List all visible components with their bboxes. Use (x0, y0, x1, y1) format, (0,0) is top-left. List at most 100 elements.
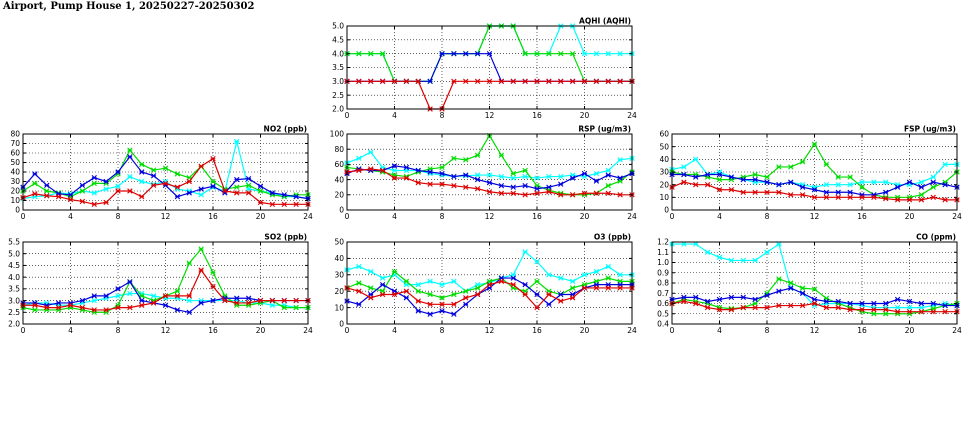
y-tick-label: 5.0 (332, 22, 344, 31)
data-point (150, 167, 157, 173)
data-point (198, 163, 204, 169)
x-tick-label: 16 (857, 326, 867, 335)
data-point (127, 279, 133, 285)
data-point (906, 179, 913, 185)
data-point (871, 194, 877, 201)
chart-rsp: 0 4 8 12 16 20 24 0 20 40 60 80 100 RSP (ug/m3) (330, 125, 637, 222)
data-point (605, 182, 611, 189)
data-point (91, 201, 97, 207)
data-point (79, 198, 86, 205)
data-point (391, 163, 398, 169)
data-point (740, 176, 746, 183)
data-point (415, 78, 421, 85)
x-tick-label: 8 (765, 212, 770, 221)
data-point (835, 174, 841, 180)
data-point (127, 290, 133, 297)
data-point (498, 190, 505, 196)
chart-title: O3 (ppb) (594, 233, 631, 242)
y-tick-label: 60 (659, 130, 669, 139)
data-point (681, 171, 687, 178)
data-point (391, 175, 398, 181)
data-point (510, 281, 516, 288)
x-tick-label: 16 (208, 326, 218, 335)
data-point (463, 78, 469, 85)
data-point (463, 157, 469, 163)
data-point (752, 257, 758, 264)
y-tick-label: 3.5 (8, 285, 20, 294)
data-point (569, 285, 576, 291)
data-point (427, 278, 433, 285)
data-point (245, 190, 252, 196)
data-point (150, 293, 157, 299)
data-point (356, 155, 362, 162)
data-point (605, 167, 611, 174)
data-point (379, 167, 386, 174)
data-point (593, 78, 600, 85)
data-point (883, 195, 889, 202)
data-point (210, 156, 216, 162)
data-point (534, 291, 540, 298)
data-point (617, 50, 623, 57)
data-point (728, 257, 735, 264)
data-point (569, 192, 576, 198)
data-point (356, 263, 362, 270)
data-point (198, 246, 204, 252)
x-tick-label: 24 (303, 212, 313, 221)
x-tick-label: 8 (440, 212, 445, 221)
data-point (930, 309, 936, 315)
data-point (281, 304, 287, 311)
data-point (498, 152, 505, 158)
data-point (918, 197, 925, 203)
data-point (752, 176, 758, 183)
x-tick-label: 0 (21, 326, 26, 335)
y-tick-label: 2.5 (8, 308, 20, 317)
data-point (788, 192, 794, 198)
data-point (222, 297, 228, 304)
chart-fsp: 0 4 8 12 16 20 24 0 10 20 30 40 50 60 FSP (ug/m3) (659, 125, 962, 222)
data-point (704, 298, 711, 305)
data-point (930, 184, 936, 190)
data-point (391, 291, 398, 298)
data-point (558, 291, 564, 298)
data-point (605, 50, 611, 57)
y-tick-label: 40 (10, 168, 20, 177)
data-point (210, 297, 216, 304)
data-point (210, 283, 216, 290)
data-point (871, 306, 877, 313)
data-point (474, 172, 481, 178)
data-point (486, 50, 493, 57)
x-tick-label: 24 (627, 111, 637, 120)
data-point (439, 50, 445, 57)
data-point (581, 50, 588, 57)
data-point (403, 175, 410, 181)
data-point (269, 190, 276, 196)
data-point (269, 201, 276, 207)
data-point (44, 188, 50, 194)
data-point (127, 147, 133, 153)
data-point (91, 307, 97, 313)
data-point (605, 78, 611, 85)
data-point (356, 288, 362, 294)
data-point (534, 50, 540, 57)
data-point (752, 300, 758, 307)
data-point (210, 178, 216, 185)
data-point (368, 268, 374, 275)
data-point (764, 174, 770, 180)
y-tick-label: 60 (334, 160, 344, 169)
data-point (823, 194, 830, 201)
data-point (558, 50, 564, 57)
data-point (67, 196, 74, 203)
x-tick-label: 8 (116, 212, 121, 221)
data-point (593, 178, 600, 184)
data-point (510, 184, 516, 190)
data-point (174, 194, 181, 200)
y-tick-label: 1.1 (657, 248, 669, 257)
data-point (293, 194, 299, 200)
y-tick-label: 10 (659, 193, 669, 202)
data-point (693, 241, 699, 247)
x-tick-label: 12 (485, 212, 495, 221)
data-point (486, 78, 493, 85)
data-point (139, 297, 145, 304)
data-point (894, 304, 901, 311)
x-tick-label: 4 (392, 111, 397, 120)
